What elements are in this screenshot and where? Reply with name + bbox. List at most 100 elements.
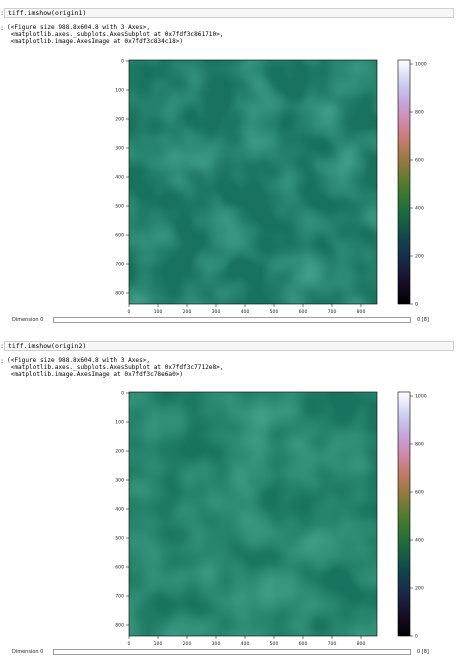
output-prompt: :	[0, 24, 5, 32]
dimension-slider[interactable]	[53, 317, 411, 323]
y-axis: 0 100 200 300 400 500 600 700 800	[115, 59, 129, 297]
y-tick: 200	[115, 117, 129, 123]
raster-image	[128, 391, 378, 637]
svg-text:400: 400	[241, 309, 250, 315]
x-axis: 0 100 200 300 400 500 600 700 800	[128, 636, 366, 647]
svg-text:0: 0	[121, 391, 124, 397]
x-tick: 800	[357, 304, 366, 315]
colorbar-tick: 800	[410, 110, 424, 116]
x-tick: 100	[154, 636, 163, 647]
x-tick: 700	[328, 636, 336, 647]
svg-text:200: 200	[115, 449, 124, 455]
svg-text:600: 600	[415, 490, 424, 496]
svg-text:300: 300	[115, 478, 124, 484]
colorbar: 0 200 400 600 800 1000	[397, 391, 427, 640]
raster-image	[128, 59, 378, 305]
svg-text:300: 300	[212, 309, 221, 315]
svg-text:100: 100	[154, 641, 163, 647]
y-axis: 0 100 200 300 400 500 600 700 800	[115, 391, 129, 629]
y-tick: 100	[115, 420, 129, 426]
y-tick: 600	[115, 233, 129, 239]
svg-text:200: 200	[415, 254, 424, 260]
svg-text:200: 200	[415, 586, 424, 592]
y-tick: 200	[115, 449, 129, 455]
output-line: <matplotlib.image.AxesImage at 0x7fdf3c8…	[7, 38, 184, 45]
colorbar-tick: 600	[410, 158, 424, 164]
svg-text:1000: 1000	[415, 62, 427, 68]
svg-text:400: 400	[415, 206, 424, 212]
svg-text:0: 0	[121, 59, 124, 65]
y-tick: 700	[115, 262, 129, 268]
y-tick: 100	[115, 88, 129, 94]
svg-text:100: 100	[115, 420, 124, 426]
y-tick: 600	[115, 565, 129, 571]
svg-text:200: 200	[115, 117, 124, 123]
colorbar-tick: 800	[410, 442, 424, 448]
svg-text:0: 0	[415, 634, 418, 640]
svg-text:1000: 1000	[415, 394, 427, 400]
slider-label: Dimension 0	[12, 649, 44, 655]
y-tick: 0	[121, 59, 129, 65]
svg-text:100: 100	[115, 88, 124, 94]
x-axis: 0 100 200 300 400 500 600 700 800	[128, 304, 366, 315]
output-line: <matplotlib.image.AxesImage at 0x7fdf3c7…	[7, 371, 184, 378]
svg-text:500: 500	[115, 536, 124, 542]
x-tick: 400	[241, 636, 250, 647]
colorbar: 0 200 400 600 800 1000	[397, 59, 427, 308]
x-tick: 0	[128, 636, 131, 647]
dimension-slider-row-1: Dimension 0 0 [8]	[0, 316, 458, 326]
svg-text:600: 600	[115, 565, 124, 571]
colorbar-tick: 400	[410, 538, 424, 544]
output-line: (<Figure size 988.8x604.8 with 3 Axes>,	[7, 357, 151, 364]
svg-text:200: 200	[183, 309, 192, 315]
x-tick: 600	[299, 304, 307, 315]
svg-text:500: 500	[270, 309, 279, 315]
x-tick: 600	[299, 636, 307, 647]
svg-text:700: 700	[115, 594, 124, 600]
x-tick: 200	[183, 304, 192, 315]
dimension-slider-row-2: Dimension 0 0 [8]	[0, 648, 458, 658]
slider-value: 0 [8]	[417, 649, 429, 655]
svg-text:300: 300	[212, 641, 221, 647]
x-tick: 0	[128, 304, 131, 315]
x-tick: 700	[328, 304, 337, 315]
y-tick: 300	[115, 478, 129, 484]
output-line: <matplotlib.axes._subplots.AxesSubplot a…	[7, 364, 224, 371]
x-tick: 400	[241, 304, 250, 315]
output-line: <matplotlib.axes._subplots.AxesSubplot a…	[7, 31, 224, 38]
slider-label: Dimension 0	[12, 317, 44, 323]
svg-text:800: 800	[357, 309, 366, 315]
svg-text:800: 800	[115, 623, 124, 629]
input-prompt: :	[0, 342, 5, 350]
svg-text:100: 100	[154, 309, 163, 315]
svg-text:500: 500	[270, 641, 279, 647]
x-tick: 200	[183, 636, 192, 647]
svg-text:500: 500	[115, 204, 124, 210]
x-tick: 300	[212, 304, 221, 315]
svg-text:800: 800	[357, 641, 366, 647]
x-tick: 300	[212, 636, 221, 647]
y-tick: 400	[115, 507, 129, 513]
output-prompt: :	[0, 357, 5, 365]
x-tick: 100	[154, 304, 163, 315]
svg-text:200: 200	[183, 641, 192, 647]
dimension-slider[interactable]	[53, 649, 411, 655]
svg-text:400: 400	[241, 641, 250, 647]
y-tick: 700	[115, 594, 129, 600]
svg-text:400: 400	[115, 507, 124, 513]
x-tick: 500	[270, 304, 279, 315]
code-input[interactable]: tiff.imshow(origin1)	[4, 8, 454, 18]
figure-1: 0 100 200 300 400 500 600 700 800 0 100 …	[115, 59, 427, 316]
svg-text:0: 0	[128, 309, 131, 315]
y-tick: 300	[115, 146, 129, 152]
colorbar-tick: 1000	[410, 394, 427, 400]
svg-text:700: 700	[328, 309, 337, 315]
svg-text:0: 0	[128, 641, 131, 647]
output-line: (<Figure size 988.8x604.8 with 3 Axes>,	[7, 24, 151, 31]
code-input[interactable]: tiff.imshow(origin2)	[4, 341, 454, 351]
svg-text:600: 600	[415, 158, 424, 164]
colorbar-tick: 200	[410, 586, 424, 592]
colorbar-tick: 200	[410, 254, 424, 260]
input-prompt: :	[0, 9, 5, 17]
slider-value: 0 [8]	[417, 317, 429, 323]
